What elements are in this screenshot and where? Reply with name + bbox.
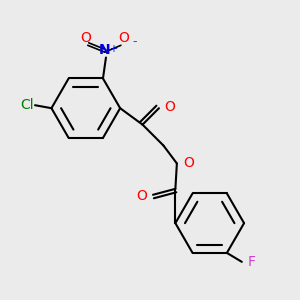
Text: Cl: Cl (20, 98, 34, 112)
Text: O: O (80, 31, 91, 45)
Text: N: N (99, 43, 111, 57)
Text: O: O (183, 156, 194, 170)
Text: -: - (132, 35, 137, 48)
Text: O: O (137, 189, 148, 203)
Text: F: F (247, 255, 255, 269)
Text: O: O (164, 100, 175, 114)
Text: +: + (109, 44, 117, 54)
Text: O: O (118, 31, 129, 45)
